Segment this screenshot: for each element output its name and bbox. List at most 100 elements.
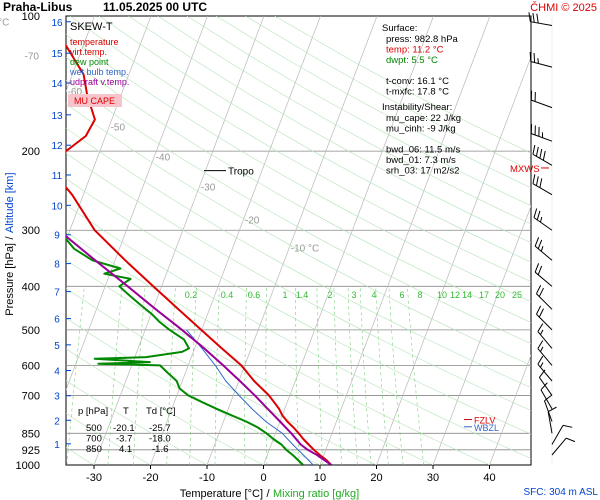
x-axis-label-temperature: Temperature [°C]: [180, 488, 263, 500]
wind-barb-feather: [540, 382, 548, 391]
isotherm-label: -70: [25, 52, 40, 63]
table-cell: 700: [86, 434, 102, 445]
pressure-tick-label: 1000: [16, 460, 40, 472]
dry-adiabat: [66, 231, 490, 465]
mixing-ratio-label: 25: [512, 290, 522, 300]
y-axis-label: Pressure [hPa] / Altitude [km]: [4, 172, 16, 315]
surface-elevation: SFC: 304 m ASL: [524, 487, 599, 498]
wind-barb-staff: [551, 425, 564, 445]
wind-barb-feather: [535, 146, 539, 157]
wind-barb: [534, 263, 553, 287]
surface-item: press: 982.8 hPa: [386, 34, 459, 45]
wind-barb-staff: [531, 99, 553, 109]
legend-item: udpraft v.temp.: [70, 77, 129, 87]
mixing-ratio-line: [347, 286, 358, 465]
wind-barb-staff: [536, 293, 553, 310]
mixing-ratio-label: 0.6: [248, 290, 261, 300]
isotherm: [206, 16, 378, 465]
wind-barb-feather: [534, 237, 540, 247]
dry-adiabat: [66, 348, 264, 465]
wind-barb-feather: [532, 12, 535, 23]
isotherm-label: -20: [245, 216, 260, 227]
pressure-tick-label: 850: [22, 428, 40, 440]
mixing-ratio-line: [333, 286, 343, 465]
tropopause-label: Tropo: [228, 167, 254, 178]
wind-barb-feather: [538, 369, 546, 378]
isotherm: [66, 16, 152, 242]
dry-adiabat: [66, 380, 208, 465]
surface-item: t-conv: 16.1 °C: [386, 76, 449, 87]
altitude-tick-label: 6: [54, 315, 60, 326]
wind-barb: [528, 12, 553, 27]
dry-adiabat: [66, 127, 531, 389]
wind-barb: [537, 340, 553, 366]
y-axis-label-separator: /: [4, 236, 16, 240]
wind-barb-feather: [535, 176, 539, 186]
dry-adiabat: [186, 16, 531, 207]
wind-barb-staff: [537, 348, 553, 366]
pressure-tick-label: 500: [22, 325, 40, 337]
grid-lines: [66, 16, 531, 465]
mixing-ratio-line: [189, 286, 197, 465]
isotherm: [489, 354, 531, 465]
dry-adiabat: [69, 16, 531, 282]
wind-barb-feather: [539, 148, 543, 159]
wind-barb-feather: [537, 265, 543, 275]
pressure-tick-label: 300: [22, 225, 40, 237]
surface-heading: Surface:: [382, 23, 417, 34]
mixing-ratio-line: [265, 286, 268, 465]
dry-adiabat: [66, 317, 321, 465]
instability-heading: Instability/Shear:: [382, 102, 452, 113]
altitude-tick-label: 11: [52, 171, 63, 182]
mixing-ratio-label: 14: [462, 290, 472, 300]
mixing-ratio-line: [66, 286, 85, 465]
x-tick-label: 10: [314, 472, 326, 484]
level-table: p [hPa] T Td [°C] 500 -20.1 -25.7 700 -3.7 -18.0…: [78, 406, 176, 455]
level-label: MXWS: [510, 164, 540, 175]
altitude-tick-label: 3: [54, 392, 60, 403]
instability-item: mu_cinh: -9 J/kg: [386, 124, 456, 135]
wind-barb-staff: [531, 133, 553, 142]
x-tick-label: -20: [143, 472, 159, 484]
wind-barb-feather: [532, 174, 536, 184]
series-wet-bulb-temp: [186, 329, 314, 465]
chart-title: SKEW-T: [70, 21, 113, 33]
table-header: T: [123, 406, 129, 417]
wind-barb-feather: [533, 53, 536, 63]
table-cell: -25.7: [149, 423, 171, 434]
wind-barb: [537, 323, 553, 349]
dry-adiabat: [66, 204, 531, 459]
y-axis-label-altitude: Altitude [km]: [4, 172, 16, 233]
mixing-ratio-line: [166, 286, 176, 465]
mixing-ratio-line: [407, 286, 425, 465]
wind-barb: [544, 394, 553, 422]
wind-barb-feather: [542, 150, 546, 161]
wind-barb: [551, 424, 573, 445]
wind-barb-feather: [536, 210, 541, 221]
dry-adiabat: [66, 103, 531, 366]
wind-barb-feather: [538, 308, 544, 318]
x-axis-label-mixing-ratio: Mixing ratio [g/kg]: [273, 488, 359, 500]
surface-item: t-mxfc: 17.8 °C: [386, 87, 449, 98]
mixing-ratio-line: [388, 286, 404, 465]
mixing-ratio-label: 0.2: [185, 290, 198, 300]
mixing-ratio-label: 17: [479, 290, 489, 300]
wind-barb-feather: [562, 424, 573, 428]
mixing-ratio-label: 8: [417, 290, 422, 300]
instability-item: bwd_06: 11.5 m/s: [386, 145, 461, 156]
altitude-tick-label: 15: [51, 49, 63, 60]
wind-barb-feather: [535, 285, 542, 294]
altitude-tick-label: 9: [54, 231, 60, 242]
wind-barb: [530, 90, 553, 109]
wind-barb-staff: [551, 437, 567, 456]
wind-barb-feather: [544, 394, 553, 402]
wind-barb-feather: [537, 323, 544, 332]
level-label: WBZL: [474, 423, 499, 433]
wind-barb-feather: [532, 144, 536, 155]
wind-barb: [533, 208, 553, 231]
isotherm-label: -40: [156, 153, 171, 164]
dry-adiabat: [157, 16, 531, 225]
mixing-ratio-label: 0.4: [221, 290, 234, 300]
